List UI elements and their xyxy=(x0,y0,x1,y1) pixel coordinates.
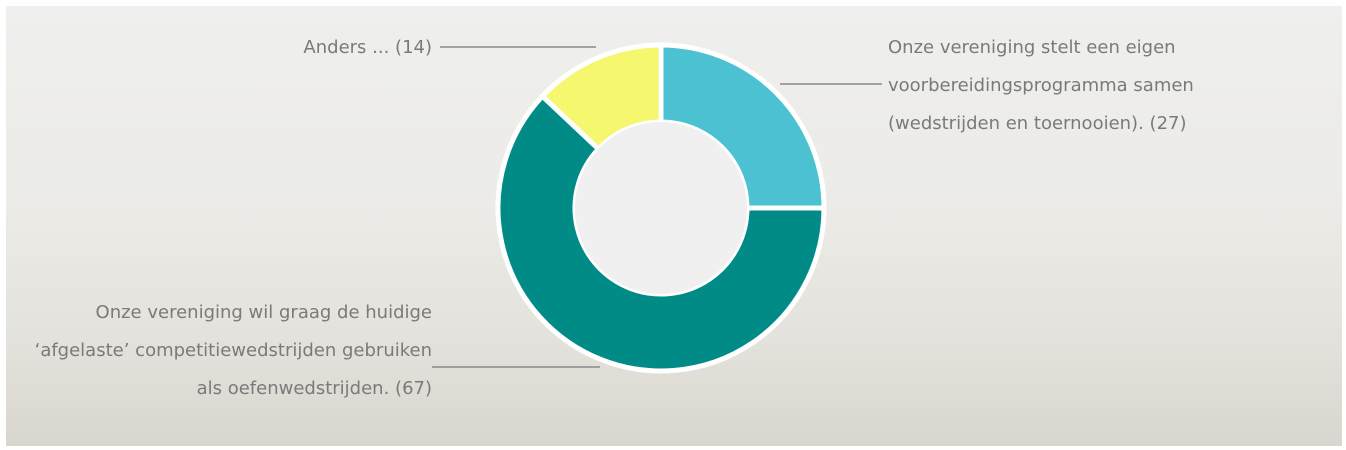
donut-hole xyxy=(575,122,747,294)
value-label: (14) xyxy=(395,37,432,58)
category-label: Onze vereniging stelt een eigen voorbere… xyxy=(888,37,1194,134)
category-label: Anders ... xyxy=(303,37,390,58)
value-label: (67) xyxy=(395,378,432,399)
slice-label: Anders ... (14) xyxy=(100,29,432,67)
slice-label: Onze vereniging wil graag de huidige ‘af… xyxy=(20,294,432,408)
value-label: (27) xyxy=(1149,113,1187,134)
slice-label: Onze vereniging stelt een eigen voorbere… xyxy=(888,29,1288,143)
category-label: Onze vereniging wil graag de huidige ‘af… xyxy=(34,302,432,399)
